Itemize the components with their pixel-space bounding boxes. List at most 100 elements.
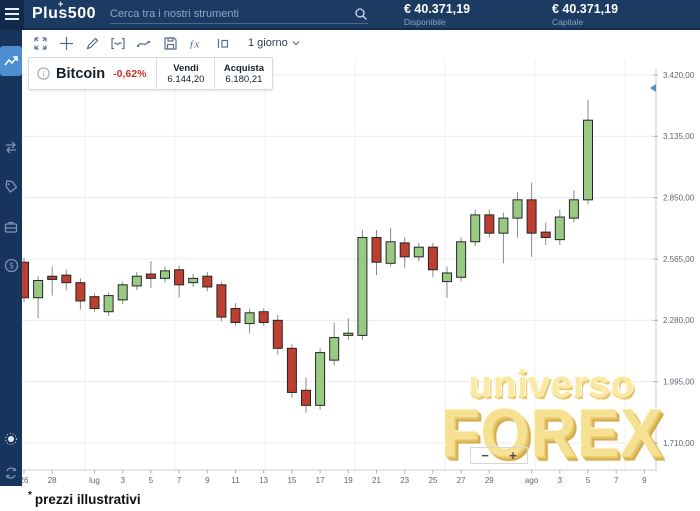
candle [286, 344, 297, 398]
logo-text: Plus500 [32, 5, 96, 22]
indicator-brackets-icon[interactable] [108, 33, 128, 53]
candle [230, 303, 241, 326]
chart-toolbar: ƒx 1 giorno [22, 30, 700, 56]
candle [343, 318, 354, 340]
zoom-in-button[interactable]: + [509, 448, 517, 463]
instrument-card: i Bitcoin -0,62% Vendi 6.144,20 Acquista… [28, 57, 274, 90]
svg-text:ƒx: ƒx [189, 38, 200, 50]
x-axis-label: 27 [457, 476, 466, 485]
y-axis-label: 3.420,00 [663, 71, 695, 80]
sidebar-item-switch-mode[interactable] [0, 458, 22, 488]
equity-value: € 40.371,19 [552, 1, 619, 16]
top-bar: Plus500 + € 40.371,19 Disponibile € 40.3… [0, 0, 700, 30]
sidebar-item-trade[interactable] [0, 132, 22, 162]
candle [498, 212, 509, 264]
briefcase-icon [4, 221, 18, 233]
candle [47, 266, 58, 296]
candle [526, 182, 537, 257]
available-label: Disponibile [404, 16, 446, 27]
sidebar-item-watchlist[interactable] [0, 172, 22, 202]
crosshair-icon[interactable] [56, 33, 76, 53]
candle [103, 292, 114, 317]
x-axis-label: 29 [485, 476, 494, 485]
x-axis-label: 25 [428, 476, 437, 485]
x-axis-label: 11 [231, 476, 240, 485]
buy-label: Acquista [223, 62, 264, 74]
menu-icon[interactable] [0, 0, 24, 29]
candle [385, 227, 396, 267]
candle [258, 308, 269, 326]
footnote-star: * [28, 490, 32, 501]
sidebar-item-theme[interactable] [0, 424, 22, 454]
x-axis-label: 9 [205, 476, 210, 485]
candle [75, 278, 86, 310]
footer: * prezzi illustrativi [0, 486, 700, 511]
candle [174, 265, 185, 298]
svg-text:i: i [42, 69, 45, 79]
candle [413, 242, 424, 262]
candlestick-chart[interactable]: 3.420,00 3.135,00 2.850,00 2.565,00 2.280,00… [19, 30, 700, 486]
info-icon[interactable]: i [37, 67, 50, 80]
sidebar-item-funds[interactable]: $ [0, 250, 22, 280]
fit-screen-icon[interactable] [30, 33, 50, 53]
left-sidebar: $ [0, 30, 22, 486]
x-axis-label: 3 [558, 476, 563, 485]
functions-fx-icon[interactable]: ƒx [186, 33, 206, 53]
equity-label: Capitale [552, 16, 584, 27]
candle [512, 192, 523, 238]
x-axis-label: 7 [614, 476, 619, 485]
chart-panel: 3.420,00 3.135,00 2.850,00 2.565,00 2.280,00… [19, 30, 700, 486]
buy-button[interactable]: Acquista 6.180,21 [214, 58, 272, 89]
search-box [109, 4, 368, 24]
x-axis-label: 23 [400, 476, 409, 485]
x-axis-label: 19 [344, 476, 353, 485]
x-axis-label: 7 [177, 476, 182, 485]
sidebar-item-portfolio[interactable] [0, 212, 22, 242]
candle [33, 276, 44, 319]
x-axis-label: 9 [642, 476, 647, 485]
candle [315, 348, 326, 410]
balance-equity[interactable]: € 40.371,19 Capitale [552, 2, 700, 27]
balance-available[interactable]: € 40.371,19 Disponibile [404, 2, 552, 27]
candle [371, 229, 382, 276]
x-axis-label: 13 [259, 476, 268, 485]
candle [145, 261, 156, 289]
zoom-out-button[interactable]: − [481, 448, 489, 463]
candle [329, 322, 340, 366]
timeframe-value: 1 giorno [248, 37, 288, 49]
sell-button[interactable]: Vendi 6.144,20 [156, 58, 214, 89]
account-balances: € 40.371,19 Disponibile € 40.371,19 Capi… [404, 2, 700, 27]
candle [357, 229, 368, 340]
x-axis-label: 5 [586, 476, 591, 485]
x-axis-label: 3 [120, 476, 125, 485]
y-axis-label: 2.280,00 [663, 316, 695, 325]
save-chart-icon[interactable] [160, 33, 180, 53]
sidebar-item-charts[interactable] [0, 46, 22, 76]
y-axis-label: 1.710,00 [663, 439, 695, 448]
candle [89, 293, 100, 312]
candle [583, 99, 593, 205]
x-axis-label: 26 [22, 476, 29, 485]
line-chart-type-icon[interactable] [134, 33, 154, 53]
candle [442, 266, 452, 298]
y-axis-label: 3.135,00 [663, 132, 695, 141]
plus500-logo: Plus500 + [32, 0, 96, 23]
chevron-down-icon [292, 41, 300, 46]
candle [456, 237, 467, 282]
available-value: € 40.371,19 [404, 1, 471, 16]
candle [301, 377, 311, 413]
sell-price: 6.144,20 [167, 73, 205, 85]
candle [470, 209, 481, 247]
search-input[interactable] [109, 7, 354, 20]
candle [131, 271, 142, 291]
svg-text:$: $ [9, 261, 14, 270]
draw-pencil-icon[interactable] [82, 33, 102, 53]
candle [540, 222, 551, 246]
timeframe-dropdown[interactable]: 1 giorno [244, 35, 304, 51]
chart-style-icon[interactable] [212, 33, 232, 53]
candle [272, 314, 283, 355]
instrument-header: i Bitcoin -0,62% [29, 58, 156, 89]
candle [399, 237, 410, 268]
candle [160, 266, 170, 283]
candle [117, 281, 128, 305]
